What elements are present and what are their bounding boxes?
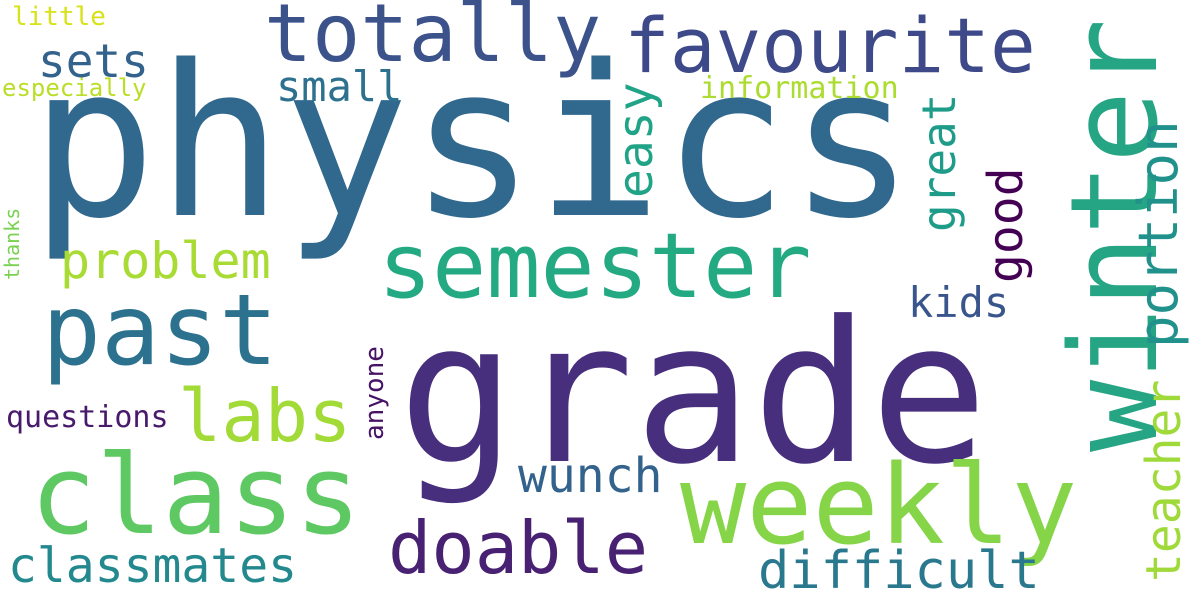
word-anyone: anyone — [360, 346, 390, 440]
word-questions: questions — [6, 400, 169, 435]
word-favourite: favourite — [624, 1, 1036, 90]
word-teacher: teacher — [1136, 379, 1192, 582]
word-good: good — [978, 167, 1034, 283]
word-great: great — [912, 93, 966, 232]
word-class: class — [30, 431, 362, 559]
word-easy: easy — [608, 82, 664, 198]
word-totally: totally — [264, 0, 602, 80]
word-grade: grade — [398, 280, 989, 508]
word-classmates: classmates — [8, 538, 297, 594]
word-weekly: weekly — [680, 441, 1078, 569]
word-labs: labs — [178, 374, 352, 458]
word-small: small — [276, 62, 403, 111]
word-physics: physics — [30, 20, 916, 265]
word-sets: sets — [38, 34, 149, 88]
word-thanks: thanks — [0, 207, 24, 280]
word-kids: kids — [908, 278, 1010, 327]
word-semester: semester — [378, 214, 812, 319]
word-wunch: wunch — [518, 448, 663, 504]
word-portion: portion — [1127, 120, 1190, 348]
word-information: information — [700, 71, 899, 106]
word-little: little — [12, 2, 106, 32]
word-past: past — [42, 274, 279, 388]
word-problem: problem — [60, 232, 271, 290]
word-especially: especially — [2, 74, 147, 102]
word-difficult: difficult — [758, 541, 1040, 600]
word-doable: doable — [388, 506, 649, 590]
